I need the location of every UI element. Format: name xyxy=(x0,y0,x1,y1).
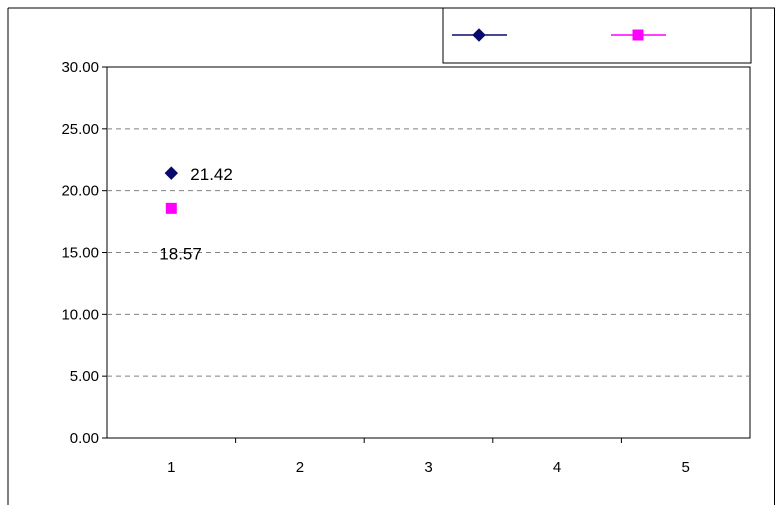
x-tick-label: 3 xyxy=(424,459,432,476)
series-1: 21.42 xyxy=(164,165,233,184)
data-point xyxy=(165,202,177,214)
y-tick-label: 5.00 xyxy=(70,368,99,385)
y-tick-label: 15.00 xyxy=(61,245,99,262)
x-tick-label: 2 xyxy=(296,459,304,476)
x-tick-label: 5 xyxy=(682,459,690,476)
x-tick-label: 1 xyxy=(167,459,175,476)
data-label: 21.42 xyxy=(190,165,233,184)
x-tick-label: 4 xyxy=(553,459,561,476)
y-tick-label: 25.00 xyxy=(61,121,99,138)
legend xyxy=(442,7,752,64)
y-tick-label: 0.00 xyxy=(70,430,99,447)
legend-marker xyxy=(472,28,486,42)
legend-entry xyxy=(452,28,507,42)
y-tick-label: 20.00 xyxy=(61,183,99,200)
legend-entry xyxy=(611,29,666,41)
plot-area xyxy=(106,66,751,439)
legend-marker xyxy=(632,29,644,41)
y-tick-label: 30.00 xyxy=(61,59,99,76)
data-point xyxy=(164,166,179,180)
data-label: 18.57 xyxy=(159,244,202,263)
y-tick-label: 10.00 xyxy=(61,306,99,323)
series-2: 18.57 xyxy=(159,202,202,263)
